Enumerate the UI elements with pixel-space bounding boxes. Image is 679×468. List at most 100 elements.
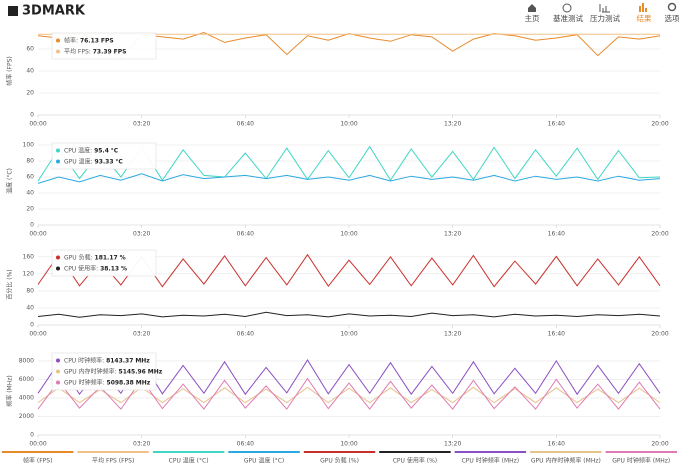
- legend-label[interactable]: CPU 时钟频率 (MHz): [462, 457, 520, 465]
- tooltip-box: [51, 32, 157, 60]
- tooltip-text: CPU 温度: 95.4 °C: [64, 146, 119, 154]
- tooltip-unit: MHz: [136, 379, 151, 386]
- y-axis-label: 频率 (MHz): [6, 375, 14, 406]
- tooltip-box: [51, 142, 157, 170]
- tooltip-swatch: [56, 148, 60, 153]
- y-tick-label: 40: [26, 190, 34, 197]
- y-tick-label: 60: [26, 174, 34, 181]
- tooltip-text: GPU 内存时钟频率: 5145.96 MHz: [64, 367, 163, 375]
- legend-label[interactable]: GPU 内存时钟频率 (MHz): [531, 457, 601, 465]
- y-tick-label: 80: [26, 158, 34, 165]
- y-tick-label: 6000: [19, 376, 34, 383]
- x-tick-label: 13:20: [444, 121, 461, 128]
- results-icon: [639, 3, 647, 12]
- y-tick-label: 100: [23, 142, 35, 149]
- y-tick-label: 20: [26, 206, 34, 213]
- x-tick-label: 10:00: [340, 231, 357, 238]
- x-tick-label: 20:00: [651, 121, 668, 128]
- tooltip-value: 76.13: [80, 37, 99, 44]
- tooltip-swatch: [56, 38, 60, 43]
- y-tick-label: 0: [30, 222, 34, 229]
- tooltip-text: 平均 FPS: 73.39 FPS: [64, 47, 126, 55]
- tooltip-swatch: [56, 358, 60, 363]
- chart-panel: 0 2000 4000 6000 8000 00:00 03:20 06:40 10:00 13:…: [6, 352, 669, 448]
- tooltip-unit: FPS: [114, 48, 127, 55]
- x-tick-label: 00:00: [29, 121, 46, 128]
- home-icon: [528, 4, 536, 12]
- tooltip-label: GPU 内存时钟频率:: [64, 367, 117, 375]
- x-tick-label: 03:20: [133, 231, 150, 238]
- tooltip-label: CPU 时钟频率:: [64, 356, 104, 364]
- tooltip-value: 181.17: [95, 254, 118, 261]
- x-tick-label: 06:40: [237, 331, 254, 338]
- tooltip-unit: %: [120, 254, 126, 261]
- tooltip-label: GPU 温度:: [64, 157, 93, 165]
- tooltip-text: GPU 负载: 181.17 %: [64, 253, 126, 261]
- legend-swatch: [152, 451, 225, 453]
- legend-swatch: [228, 451, 300, 453]
- legend-swatch: [454, 451, 527, 453]
- x-tick-label: 16:40: [548, 441, 565, 448]
- y-axis-label: 百分比 (%): [6, 269, 14, 299]
- legend-swatch: [530, 451, 602, 453]
- tooltip-unit: °C: [115, 158, 123, 165]
- legend-label[interactable]: 平均 FPS (FPS): [92, 457, 134, 465]
- tooltip-text: GPU 时钟频率: 5098.38 MHz: [64, 378, 151, 386]
- tooltip-unit: °C: [111, 147, 119, 154]
- legend-swatch: [2, 451, 74, 453]
- tooltip-unit: MHz: [148, 368, 163, 375]
- series-line: [37, 173, 661, 184]
- nav-item[interactable]: 选项: [665, 13, 679, 23]
- tooltip-value: 95.4: [94, 147, 109, 154]
- x-tick-label: 16:40: [548, 231, 565, 238]
- x-tick-label: 00:00: [29, 441, 46, 448]
- x-tick-label: 13:20: [444, 231, 461, 238]
- options-icon: [667, 2, 677, 12]
- x-tick-label: 13:20: [444, 331, 461, 338]
- benchmark-icon: [562, 3, 572, 13]
- legend-label[interactable]: 帧率 (FPS): [23, 457, 52, 465]
- legend-label[interactable]: CPU 温度 (°C): [169, 457, 209, 465]
- tooltip-unit: MHz: [135, 357, 150, 364]
- x-tick-label: 20:00: [651, 331, 668, 338]
- x-tick-label: 10:00: [340, 121, 357, 128]
- x-tick-label: 06:40: [237, 231, 254, 238]
- tooltip-value: 38.13: [100, 265, 119, 272]
- tooltip-label: 帧率:: [64, 36, 78, 44]
- y-tick-label: 8000: [19, 357, 34, 364]
- x-tick-label: 10:00: [340, 331, 357, 338]
- tooltip-text: CPU 使用率: 38.13 %: [64, 264, 127, 272]
- legend-swatch: [379, 451, 451, 453]
- tooltip-value: 5145.96: [119, 368, 146, 375]
- series-line: [37, 311, 661, 318]
- x-tick-label: 03:20: [133, 331, 150, 338]
- nav-item[interactable]: 压力测试: [590, 13, 620, 23]
- x-tick-label: 13:20: [444, 441, 461, 448]
- tooltip-value: 8143.37: [106, 357, 133, 364]
- chart-panel: 0 20 40 60 00:00 03:20 06:40 10:00 13:20 16:40 20:…: [6, 31, 669, 128]
- nav-item[interactable]: 主页: [525, 13, 540, 23]
- tooltip-unit: %: [121, 265, 127, 272]
- tooltip-value: 93.33: [95, 158, 114, 165]
- tooltip-value: 5098.38: [107, 379, 134, 386]
- nav: 主页 基准测试 压力测试 结果 选项: [525, 13, 679, 23]
- tooltip-label: GPU 负载:: [64, 253, 93, 261]
- tooltip-swatch: [56, 159, 60, 164]
- nav-item[interactable]: 结果: [637, 13, 652, 23]
- legend-label[interactable]: GPU 时钟频率 (MHz): [612, 457, 670, 465]
- tooltip-swatch: [56, 255, 60, 260]
- legend-label[interactable]: CPU 使用率 (%): [393, 457, 437, 465]
- legend-swatch: [303, 451, 376, 453]
- nav-item[interactable]: 基准测试: [553, 13, 583, 23]
- y-axis-label: 温度 (°C): [6, 168, 14, 194]
- chart-panel: 0 40 80 120 160 00:00 03:20 06:40 10:00 13:20 16:4…: [6, 249, 669, 338]
- tooltip-label: CPU 温度:: [64, 146, 92, 154]
- legend: 帧率 (FPS) 平均 FPS (FPS) CPU 温度 (°C) GPU 温度 (°…: [2, 451, 677, 465]
- chart-panel: 0 20 40 60 80 100 00:00 03:20 06:40 10:00 13:20 16:…: [6, 142, 669, 238]
- logo: 3DMARK: [8, 4, 86, 19]
- x-tick-label: 16:40: [548, 121, 565, 128]
- y-tick-label: 80: [26, 287, 34, 294]
- legend-label[interactable]: GPU 温度 (°C): [244, 457, 284, 465]
- legend-label[interactable]: GPU 负载 (%): [320, 457, 359, 465]
